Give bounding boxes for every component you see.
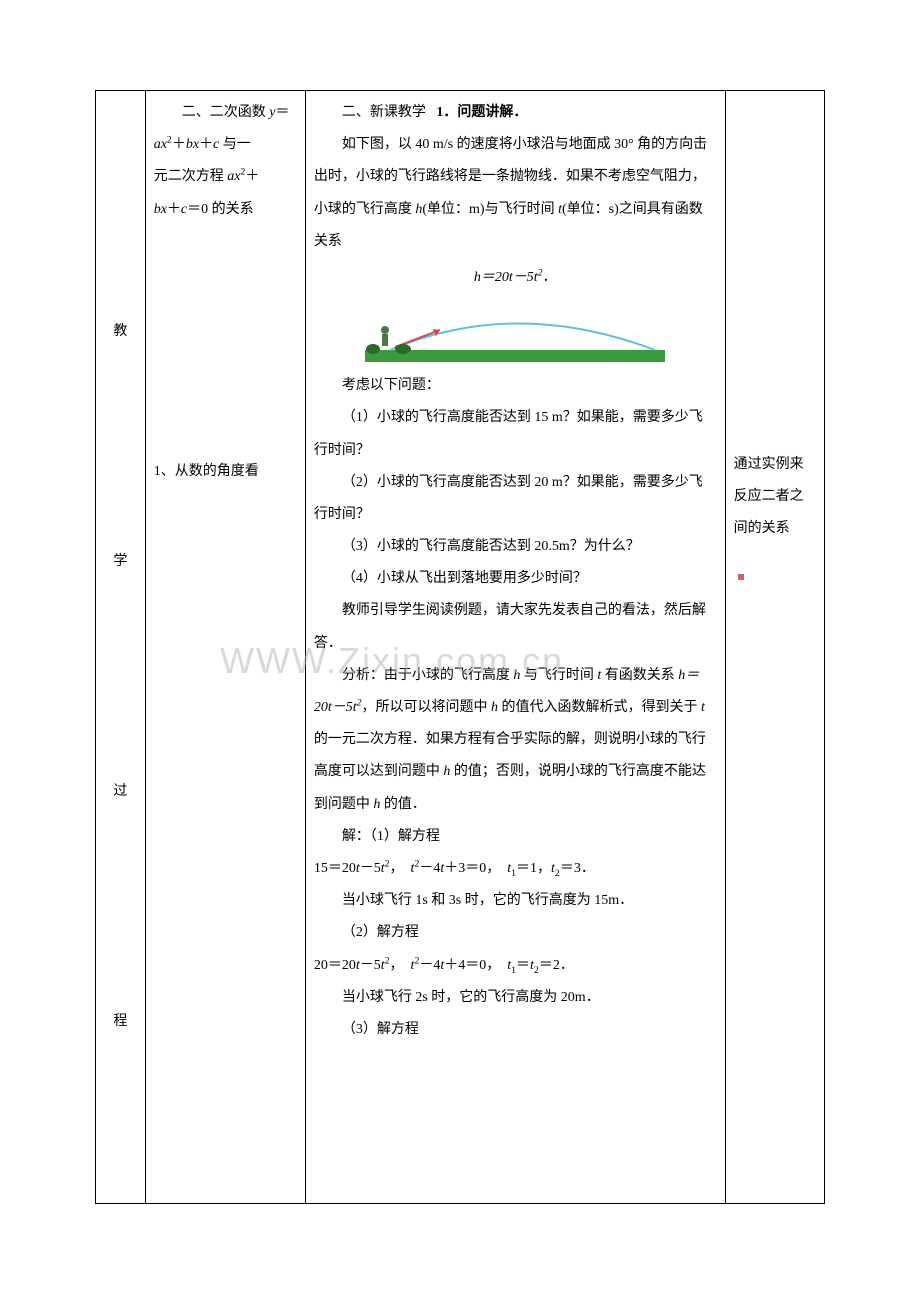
golf-trajectory-image [365,302,665,362]
text-eq0: ＝0 的关系 [187,202,254,217]
var-t4: t [701,700,705,715]
content-heading: 二、新课教学 1．问题讲解． [314,97,717,129]
formula-line: h＝20t－5t2． [314,262,717,294]
outline-line3: 元二次方程 ax2＋ [154,161,297,193]
formula-bx: bx [186,137,199,152]
vertical-char: 过 [104,776,137,808]
vertical-char: 程 [104,1006,137,1038]
formula-ax2: ax [227,169,240,184]
analysis-mid2: 有函数关系 [601,668,678,683]
cell-content: 二、新课教学 1．问题讲解． 如下图，以 40 m/s 的速度将小球沿与地面成 … [305,91,725,1204]
question-3: （3）小球的飞行高度能否达到 20.5m？为什么？ [314,531,717,563]
spacer [154,226,297,456]
solve-label: 解：（1）解方程 [314,821,717,853]
solve-3: （3）解方程 [314,1014,717,1046]
bush-2 [395,344,411,354]
plus-1: ＋ [172,137,186,152]
answer-2: 当小球飞行 2s 时，它的飞行高度为 20m． [314,982,717,1014]
question-4: （4）小球从飞出到落地要用多少时间？ [314,563,717,595]
teacher-note: 教师引导学生阅读例题，请大家先发表自己的看法，然后解答． [314,595,717,659]
heading-text: 二、新课教学 [342,105,426,120]
formula-text: h＝20t－5t2 [474,270,543,285]
plus-4: ＋ [167,202,181,217]
trajectory-arc [390,324,655,351]
text-yuan: 元二次方程 [154,169,228,184]
section-title-text: 二、二次函数 [182,105,266,120]
problem-intro: 如下图，以 40 m/s 的速度将小球沿与地面成 30° 角的方向击出时，小球的… [314,129,717,258]
heading-sub: 1．问题讲解． [436,105,527,120]
unit1-text: (单位：m)与飞行时间 [422,202,558,217]
cell-outline: 二、二次函数 y＝ ax2＋bx＋c 与一 元二次方程 ax2＋ bx＋c＝0 … [145,91,305,1204]
question-2: （2）小球的飞行高度能否达到 20 m？如果能，需要多少飞行时间？ [314,467,717,531]
outline-line2: ax2＋bx＋c 与一 [154,129,297,161]
consider-heading: 考虑以下问题： [314,370,717,402]
equation-1: 15＝20t－5t2， t2－4t＋3＝0， t1＝1，t2＝3． [314,853,717,885]
plus-2: ＋ [199,137,213,152]
formula-bx2: bx [154,202,167,217]
cell-notes: 通过实例来反应二者之间的关系 [725,91,824,1204]
analysis-mid1: 与飞行时间 [520,668,597,683]
lesson-table: 教 学 过 程 二、二次函数 y＝ ax2＋bx＋c 与一 元二次方程 ax2＋… [95,90,825,1204]
outline-title: 二、二次函数 y＝ [154,97,297,129]
analysis-mid3: ，所以可以将问题中 [362,700,492,715]
analysis-mid4: 的值代入函数解析式，得到关于 [498,700,701,715]
golfer-body [382,334,388,346]
outline-subsection: 1、从数的角度看 [154,456,297,488]
question-1: （1）小球的飞行高度能否达到 15 m？如果能，需要多少飞行时间？ [314,402,717,466]
equals-sign: ＝ [275,105,289,120]
grass-rect [365,350,665,362]
bush-1 [366,344,380,354]
side-note: 通过实例来反应二者之间的关系 [734,449,816,546]
solve-2: （2）解方程 [314,917,717,949]
analysis-label: 分析：由于小球的飞行高度 [342,668,514,683]
text-yu-yi: 与一 [219,137,251,152]
plus-3: ＋ [245,169,259,184]
golfer-head [381,326,389,334]
outline-line4: bx＋c＝0 的关系 [154,194,297,226]
vertical-label-container: 教 学 过 程 [104,97,137,1197]
spacer2 [734,546,816,561]
analysis-end: 的值． [380,797,426,812]
table-row: 教 学 过 程 二、二次函数 y＝ ax2＋bx＋c 与一 元二次方程 ax2＋… [96,91,825,1204]
vertical-char: 教 [104,316,137,348]
cell-vertical-label: 教 学 过 程 [96,91,146,1204]
formula-ax: ax [154,137,167,152]
red-dot-icon [738,574,744,580]
analysis-para: 分析：由于小球的飞行高度 h 与飞行时间 t 有函数关系 h＝20t－5t2，所… [314,660,717,821]
answer-1: 当小球飞行 1s 和 3s 时，它的飞行高度为 15m． [314,885,717,917]
vertical-char: 学 [104,546,137,578]
formula-period: ． [543,270,557,285]
var-h4: h [491,700,498,715]
equation-2: 20＝20t－5t2， t2－4t＋4＝0， t1＝t2＝2． [314,950,717,982]
